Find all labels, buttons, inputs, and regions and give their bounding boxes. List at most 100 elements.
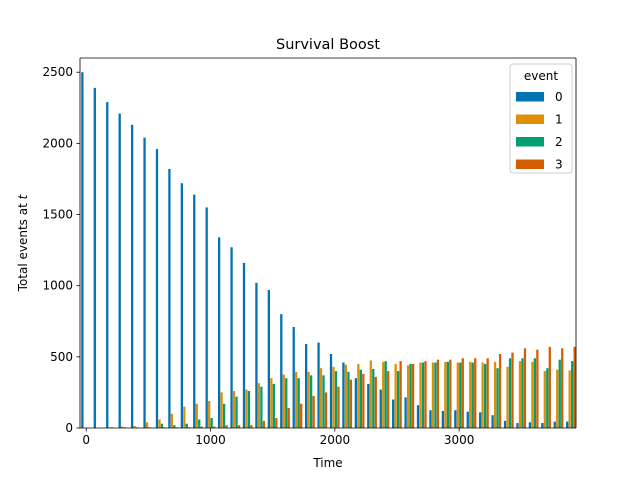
bar-event-0-t1500	[267, 289, 270, 428]
bar-event-1-t3800	[556, 369, 559, 428]
bar-event-0-t500	[143, 137, 146, 428]
x-axis-title: Time	[312, 456, 342, 470]
bar-event-0-t200	[106, 102, 109, 429]
bar-event-0-t1800	[305, 344, 308, 428]
legend-label-2: 2	[555, 135, 563, 149]
bar-event-1-t1500	[270, 378, 273, 428]
bar-event-0-t2700	[416, 405, 420, 428]
bar-event-0-t1200	[230, 247, 233, 428]
bar-event-1-t3500	[518, 361, 522, 428]
legend: event 0 1 2 3	[509, 63, 573, 174]
bar-event-3-t3400	[511, 352, 514, 428]
bar-event-1-t1800	[307, 371, 310, 428]
bar-event-1-t2500	[394, 363, 397, 428]
bar-event-3-t2100	[349, 379, 353, 428]
bar-event-2-t600	[160, 423, 164, 428]
y-tick-label: 1500	[42, 208, 73, 222]
bar-event-2-t3600	[533, 358, 537, 428]
bar-event-0-t2900	[441, 410, 445, 428]
legend-swatch-1	[516, 114, 544, 124]
bar-event-3-t3600	[536, 349, 539, 428]
bar-event-2-t1000	[210, 418, 213, 428]
bar-event-3-t2700	[424, 361, 427, 428]
x-tick-label: 1000	[195, 433, 226, 447]
bar-event-0-t1100	[217, 237, 221, 428]
bar-event-1-t2400	[382, 361, 385, 428]
bar-event-0-t3200	[479, 412, 482, 428]
bars-layer	[81, 72, 576, 429]
bar-event-1-t2700	[419, 362, 422, 428]
bar-event-0-t100	[93, 87, 96, 428]
bar-event-1-t700	[170, 413, 174, 428]
bar-event-2-t2700	[421, 362, 425, 428]
bar-event-2-t1200	[235, 396, 238, 428]
bar-event-2-t1300	[247, 391, 251, 428]
bar-event-3-t1600	[287, 408, 290, 428]
x-tick-label: 0	[82, 433, 90, 447]
bar-event-1-t2000	[332, 366, 335, 428]
bar-event-0-t600	[155, 149, 159, 428]
bar-event-3-t2200	[362, 373, 365, 428]
bar-event-1-t800	[183, 406, 186, 428]
bar-event-0-t3400	[503, 420, 507, 428]
bar-event-0-t3700	[541, 423, 544, 428]
bar-event-1-t2600	[406, 365, 410, 428]
bar-event-1-t600	[158, 419, 161, 428]
bar-event-0-t2500	[392, 399, 395, 428]
bar-event-2-t2900	[446, 361, 450, 428]
bar-event-1-t1900	[319, 368, 323, 428]
bar-event-0-t3800	[553, 421, 556, 428]
bar-event-0-t3500	[516, 423, 519, 428]
bar-event-3-t3300	[498, 354, 502, 428]
y-tick-label: 500	[50, 350, 73, 364]
bar-event-0-t300	[118, 113, 121, 428]
bar-event-2-t800	[185, 423, 188, 428]
bar-event-3-t1200	[237, 425, 241, 428]
bar-event-1-t3700	[543, 371, 546, 428]
bar-event-1-t300	[121, 426, 124, 428]
bar-event-1-t3200	[481, 362, 484, 428]
legend-swatch-2	[516, 137, 544, 147]
axes-frame	[79, 57, 577, 429]
bar-event-2-t3400	[508, 358, 512, 428]
bar-event-3-t3800	[561, 348, 564, 428]
bar-event-1-t2800	[431, 362, 435, 428]
bar-event-2-t900	[198, 419, 201, 428]
bar-event-2-t3200	[484, 363, 487, 428]
bar-event-2-t2800	[434, 362, 437, 428]
x-tick-label: 2000	[320, 433, 351, 447]
bar-event-2-t2400	[384, 361, 387, 428]
bar-event-3-t1800	[312, 395, 315, 428]
y-tick-label: 0	[65, 421, 73, 435]
bar-event-0-t3100	[466, 411, 469, 428]
bar-event-2-t1600	[285, 378, 288, 428]
bar-event-1-t400	[133, 425, 136, 428]
legend-label-3: 3	[555, 158, 563, 172]
bar-event-2-t1700	[297, 378, 300, 428]
bar-event-3-t3700	[548, 346, 551, 428]
bar-event-3-t2900	[449, 359, 452, 428]
bar-event-1-t3600	[531, 361, 534, 428]
y-tick-label: 1000	[42, 279, 73, 293]
chart-title: Survival Boost	[276, 37, 380, 53]
bar-event-0-t2000	[329, 354, 333, 428]
bar-event-0-t1600	[280, 314, 283, 428]
bar-event-1-t3300	[493, 361, 497, 428]
bar-event-1-t1600	[282, 374, 285, 428]
bar-event-2-t1400	[260, 386, 263, 428]
bar-event-2-t3900	[571, 361, 574, 428]
bar-event-0-t2100	[342, 362, 345, 428]
bar-event-0-t3600	[528, 422, 532, 428]
bar-event-1-t1300	[245, 389, 248, 428]
bar-event-0-t1400	[255, 282, 258, 428]
bar-event-1-t1400	[257, 383, 261, 428]
y-tick-label: 2000	[42, 136, 73, 150]
bar-event-1-t3000	[456, 362, 459, 428]
bar-event-3-t3900	[573, 346, 576, 428]
bar-event-1-t2200	[357, 363, 360, 428]
bar-event-2-t1800	[309, 375, 313, 428]
bar-event-1-t3400	[506, 366, 509, 428]
bar-event-1-t1000	[208, 400, 211, 428]
bar-event-1-t3900	[568, 370, 571, 428]
bar-event-3-t2500	[399, 361, 402, 428]
